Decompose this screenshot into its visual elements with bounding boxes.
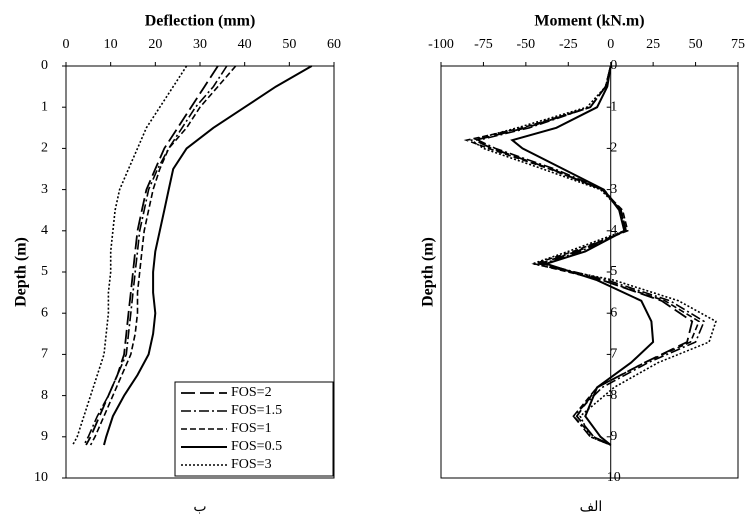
- plot-frame: [440, 65, 739, 479]
- y-tick-label: 0: [41, 58, 48, 73]
- caption: ب: [193, 500, 206, 515]
- legend-label: FOS=1.5: [231, 403, 282, 418]
- x-tick-label: -25: [559, 37, 578, 52]
- y-tick-label: 9: [610, 429, 617, 444]
- y-tick-label: 6: [41, 305, 48, 320]
- legend-label: FOS=3: [231, 457, 272, 472]
- x-tick-label: 50: [282, 37, 296, 52]
- x-tick-label: 75: [731, 37, 745, 52]
- y-tick-label: 5: [610, 264, 617, 279]
- x-tick-label: -75: [474, 37, 493, 52]
- y-tick-label: 3: [610, 182, 617, 197]
- y-tick-label: 10: [34, 470, 48, 485]
- series-line: [71, 65, 188, 446]
- x-tick-label: 60: [327, 37, 341, 52]
- series-line: [85, 65, 219, 446]
- series-line: [472, 65, 694, 446]
- y-tick-label: 2: [41, 141, 48, 156]
- y-tick-label: 5: [41, 264, 48, 279]
- series-line: [510, 65, 655, 446]
- y-tick-label: 2: [610, 141, 617, 156]
- y-axis-label: Depth (m): [420, 237, 437, 307]
- x-tick-label: 0: [63, 37, 70, 52]
- y-tick-label: 1: [41, 99, 48, 114]
- x-tick-label: 40: [238, 37, 252, 52]
- y-tick-label: 1: [610, 99, 617, 114]
- y-tick-label: 10: [607, 470, 621, 485]
- y-tick-label: 3: [41, 182, 48, 197]
- axis-title: Deflection (mm): [145, 13, 256, 30]
- caption: الف: [580, 500, 603, 515]
- x-tick-label: 50: [689, 37, 703, 52]
- y-tick-label: 4: [41, 223, 48, 238]
- y-tick-label: 4: [610, 223, 617, 238]
- x-tick-label: 20: [148, 37, 162, 52]
- series-line: [103, 65, 313, 446]
- series-line: [469, 65, 717, 446]
- series-line: [475, 65, 706, 446]
- x-tick-label: 25: [646, 37, 660, 52]
- y-tick-label: 8: [41, 388, 48, 403]
- legend-label: FOS=0.5: [231, 439, 282, 454]
- y-tick-label: 8: [610, 388, 617, 403]
- x-tick-label: -50: [517, 37, 536, 52]
- y-tick-label: 0: [610, 58, 617, 73]
- series-line: [463, 65, 701, 446]
- x-tick-label: 0: [607, 37, 614, 52]
- y-axis-label: Depth (m): [13, 237, 30, 307]
- legend-label: FOS=1: [231, 421, 272, 436]
- axis-title: Moment (kN.m): [534, 13, 644, 30]
- series-line: [89, 65, 237, 446]
- series-line: [83, 65, 228, 446]
- legend-label: FOS=2: [231, 385, 272, 400]
- y-tick-label: 7: [610, 347, 617, 362]
- x-tick-label: 10: [104, 37, 118, 52]
- y-tick-label: 7: [41, 347, 48, 362]
- y-tick-label: 9: [41, 429, 48, 444]
- y-tick-label: 6: [610, 305, 617, 320]
- x-tick-label: 30: [193, 37, 207, 52]
- x-tick-label: -100: [428, 37, 454, 52]
